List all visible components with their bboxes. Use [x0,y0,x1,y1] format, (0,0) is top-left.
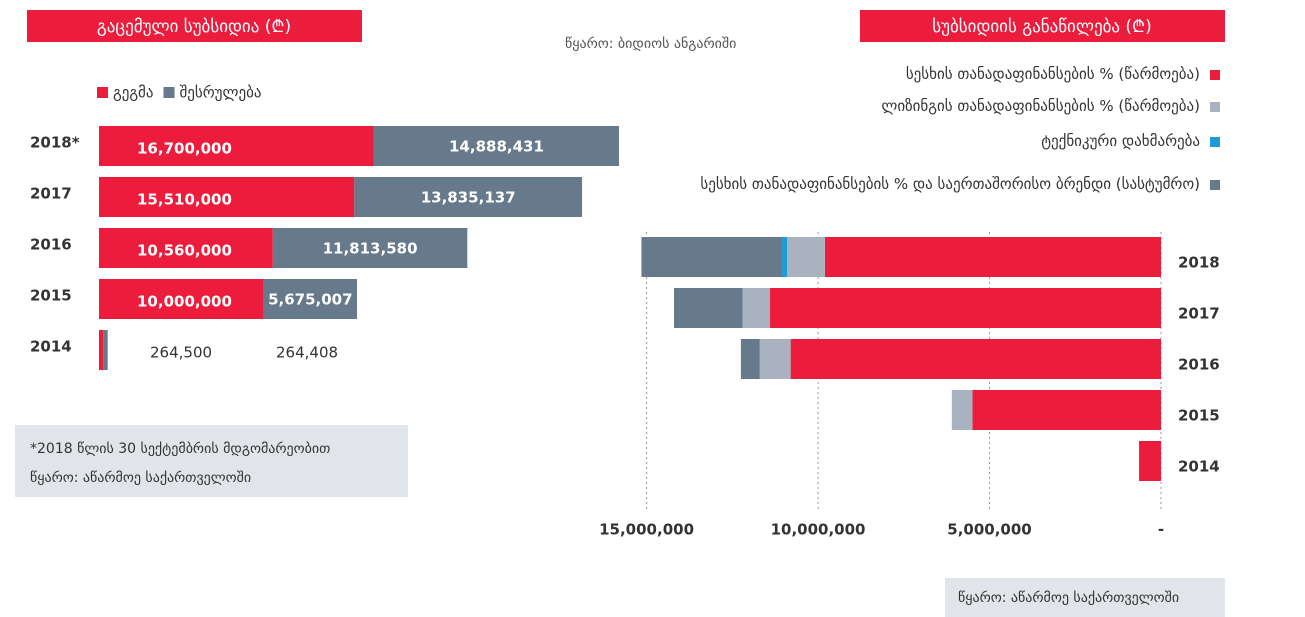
bar [759,339,791,379]
y-tick-label: 2017 [1178,305,1220,323]
legend-label: ტექნიკური დახმარება [1041,132,1200,150]
bar [272,228,468,268]
value-label: 264,408 [276,344,338,362]
chart-title: გაცემული სუბსიდია (₾) [97,17,291,37]
y-tick-label: 2016 [1178,356,1220,374]
bar [770,288,1161,328]
value-label: 10,000,000 [137,293,232,311]
bar [674,288,743,328]
source-box [945,578,1225,617]
bar [263,279,358,319]
legend-swatch [163,87,175,98]
legend-swatch [97,87,108,98]
bar [373,126,619,166]
legend-swatch [1210,102,1220,112]
bar [740,339,760,379]
bar [972,390,1161,430]
legend-label: გეგმა [113,84,154,102]
legend-label: შესრულება [180,84,262,102]
bar [354,177,583,217]
legend-swatch [1210,137,1220,147]
value-label: 13,835,137 [421,189,516,207]
legend-label: ლიზინგის თანადაფინანსების % (წარმოება) [881,97,1200,115]
bar [824,237,1161,277]
x-tick-label: 10,000,000 [771,521,866,539]
bar [641,237,783,277]
y-tick-label: 2016 [30,236,72,254]
bar [951,390,973,430]
bar [99,330,104,370]
value-label: 264,500 [150,344,212,362]
legend-swatch [1210,180,1220,190]
bar [99,126,374,166]
y-tick-label: 2014 [30,338,72,356]
bar [790,339,1161,379]
note: *2018 წლის 30 სექტემბრის მდგომარეობით [30,440,330,457]
legend-swatch [1210,70,1220,80]
y-tick-label: 2017 [30,185,72,203]
value-label: 15,510,000 [137,191,232,209]
bar [787,237,825,277]
x-tick-label: 15,000,000 [599,521,694,539]
bar [782,237,788,277]
bar [1139,441,1161,481]
y-tick-label: 2015 [1178,407,1220,425]
note-box [15,425,408,497]
chart-title: სუბსიდიის განაწილება (₾) [932,17,1152,37]
y-tick-label: 2015 [30,287,72,305]
bar [742,288,771,328]
x-tick-label: 5,000,000 [947,521,1031,539]
y-tick-label: 2018 [1178,254,1220,272]
bar [103,330,108,370]
note: წყარო: აწარმოე საქართველოში [30,469,251,486]
bar [99,279,264,319]
value-label: 14,888,431 [449,138,544,156]
title-box [860,10,1225,42]
legend-label: სესხის თანადაფინანსების % და საერთაშორის… [700,175,1200,193]
bar [99,177,355,217]
x-tick-label: - [1158,521,1164,539]
bar [99,228,273,268]
value-label: 10,560,000 [137,242,232,260]
title-box [27,10,362,42]
y-tick-label: 2018* [30,134,80,152]
source: წყარო: აწარმოე საქართველოში [958,589,1179,606]
legend-label: სესხის თანადაფინანსების % (წარმოება) [905,65,1200,83]
value-label: 5,675,007 [268,291,352,309]
value-label: 16,700,000 [137,140,232,158]
value-label: 11,813,580 [323,240,418,258]
y-tick-label: 2014 [1178,458,1220,476]
source: წყარო: ბიდიოს ანგარიში [565,35,736,52]
